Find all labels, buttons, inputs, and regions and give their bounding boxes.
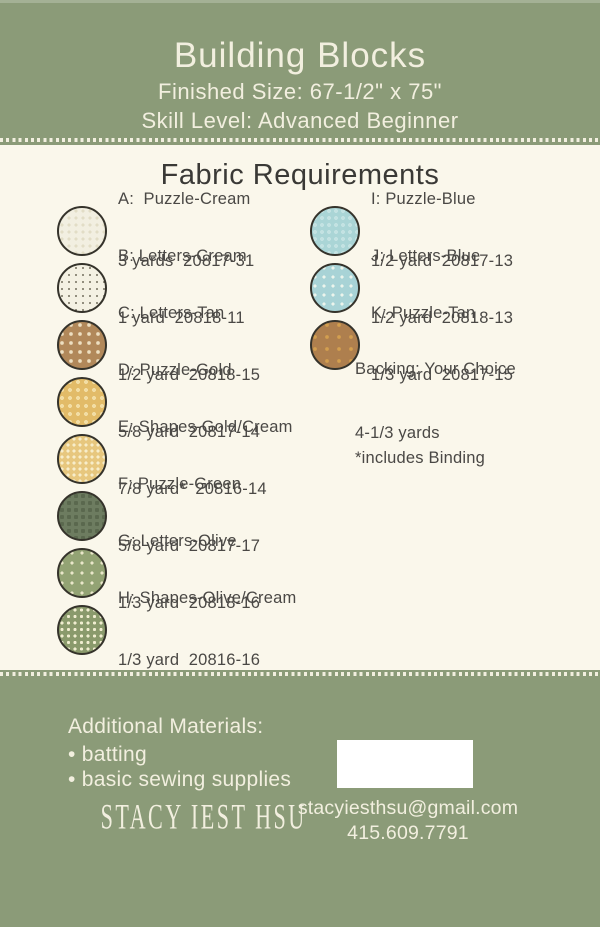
fabric-column-right: I: Puzzle-Blue 1/2 yard 20817-13 J: Lett… [310, 190, 586, 658]
fabric-name: G: Letters-Olive [118, 532, 237, 551]
binding-note-text: *includes Binding [355, 448, 485, 467]
fabric-name: A: Puzzle-Cream [118, 190, 251, 209]
fabric-name: D: Puzzle-Gold [118, 361, 232, 380]
fabric-item-text: B: Letters-Cream 1 yard 20818-11 [118, 205, 247, 370]
skill-level-text: Skill Level: Advanced Beginner [141, 108, 459, 133]
fabric-name: J: Letters-Blue [371, 247, 481, 266]
finished-size-text: Finished Size: 67-1/2" x 75" [158, 79, 442, 104]
fabric-item-text: I: Puzzle-Blue 1/2 yard 20817-13 [371, 148, 513, 313]
fabric-name: I: Puzzle-Blue [371, 190, 476, 209]
page-title: Building Blocks [173, 36, 427, 75]
binding-note: *includes Binding [310, 430, 586, 487]
fabric-item-k: K: Puzzle-Tan 1/3 yard 20817-15 [310, 304, 586, 384]
fabric-item-text: J: Letters-Blue 1/2 yard 20818-13 [371, 205, 513, 370]
fabric-swatch-h [57, 604, 107, 655]
blank-label-box [337, 740, 473, 788]
fabric-item-text: G: Letters-Olive 1/3 yard 20818-16 [118, 490, 260, 655]
fabric-item-j: J: Letters-Blue 1/2 yard 20818-13 [310, 247, 586, 327]
fabric-item-text: K: Puzzle-Tan 1/3 yard 20817-15 [371, 262, 513, 427]
fabric-yardage: 5/8 yard 20817-14 [118, 423, 261, 442]
dotted-divider-bottom [0, 672, 600, 676]
additional-materials: Additional Materials: batting basic sewi… [68, 714, 291, 793]
backing-text: Backing: Your Choice 4-1/3 yards [355, 316, 516, 488]
additional-materials-list: batting basic sewing supplies [68, 742, 291, 793]
fabric-name: F: Puzzle-Green [118, 475, 242, 494]
header-band: Building Blocks Finished Size: 67-1/2" x… [0, 0, 600, 145]
fabric-swatch-b [57, 262, 107, 313]
fabric-swatch-a [57, 205, 107, 256]
contact-phone: 415.609.7791 [347, 822, 469, 845]
fabric-item-text: E: Shapes-Gold/Cream 7/8 yard* 20816-14 [118, 376, 293, 541]
fabric-item-d: D: Puzzle-Gold 5/8 yard 20817-14 [57, 361, 310, 441]
dotted-divider-top [0, 138, 600, 142]
fabric-item-text: F: Puzzle-Green 5/8 yard 20817-17 [118, 433, 260, 598]
fabric-yardage: 7/8 yard* 20816-14 [118, 480, 267, 499]
backing-line1: Backing: Your Choice [355, 359, 516, 378]
list-item: batting [68, 742, 291, 768]
fabric-yardage: 3 yards 20817-31 [118, 252, 255, 271]
fabric-yardage: 1/2 yard 20817-13 [371, 252, 514, 271]
fabric-yardage: 1/3 yard 20817-15 [371, 366, 514, 385]
fabric-name: K: Puzzle-Tan [371, 304, 476, 323]
backing-line2: 4-1/3 yards [355, 423, 440, 442]
additional-materials-title: Additional Materials: [68, 715, 264, 738]
list-item: basic sewing supplies [68, 767, 291, 793]
fabric-yardage: 1/2 yard 20818-13 [371, 309, 514, 328]
fabric-item-text: D: Puzzle-Gold 5/8 yard 20817-14 [118, 319, 260, 484]
fabric-name: E: Shapes-Gold/Cream [118, 418, 293, 437]
contact-email: stacyiesthsu@gmail.com [297, 797, 519, 819]
fabric-item-i: I: Puzzle-Blue 1/2 yard 20817-13 [310, 190, 586, 270]
fabric-swatch-j [310, 262, 360, 313]
fabric-item-e: E: Shapes-Gold/Cream 7/8 yard* 20816-14 [57, 418, 310, 498]
fabric-swatch-k [310, 319, 360, 370]
fabric-item-a: A: Puzzle-Cream 3 yards 20817-31 [57, 190, 310, 270]
fabric-requirements-heading: Fabric Requirements [160, 159, 440, 191]
fabric-columns: A: Puzzle-Cream 3 yards 20817-31 B: Lett… [57, 190, 586, 669]
fabric-item-h: H: Shapes-Olive/Cream 1/3 yard 20816-16 [57, 589, 310, 669]
fabric-item-text: H: Shapes-Olive/Cream 1/3 yard 20816-16 [118, 547, 296, 712]
fabric-name: B: Letters-Cream [118, 247, 247, 266]
footer-band: Additional Materials: batting basic sewi… [0, 670, 600, 927]
fabric-swatch-i [310, 205, 360, 256]
fabric-swatch-c [57, 319, 107, 370]
designer-logo-text: STACY IEST HSU [100, 796, 307, 837]
fabric-name: C: Letters-Tan [118, 304, 225, 323]
fabric-yardage: 5/8 yard 20817-17 [118, 537, 261, 556]
contact-info: stacyiesthsu@gmail.com 415.609.7791 [288, 796, 528, 847]
fabric-swatch-d [57, 376, 107, 427]
fabric-yardage: 1 yard 20818-11 [118, 309, 245, 328]
fabric-name: H: Shapes-Olive/Cream [118, 589, 297, 608]
designer-logo: STACY IEST HSU [78, 796, 305, 837]
fabric-item-g: G: Letters-Olive 1/3 yard 20818-16 [57, 532, 310, 612]
fabric-item-text: A: Puzzle-Cream 3 yards 20817-31 [118, 148, 254, 313]
backing-note: Backing: Your Choice 4-1/3 yards [310, 360, 586, 442]
fabric-column-left: A: Puzzle-Cream 3 yards 20817-31 B: Lett… [57, 190, 310, 669]
fabric-item-c: C: Letters-Tan 1/2 yard 20818-15 [57, 304, 310, 384]
fabric-yardage: 1/3 yard 20816-16 [118, 651, 261, 670]
fabric-item-text: C: Letters-Tan 1/2 yard 20818-15 [118, 262, 260, 427]
fabric-item-b: B: Letters-Cream 1 yard 20818-11 [57, 247, 310, 327]
fabric-item-f: F: Puzzle-Green 5/8 yard 20817-17 [57, 475, 310, 555]
fabric-yardage: 1/2 yard 20818-15 [118, 366, 261, 385]
fabric-requirements-section: Fabric Requirements A: Puzzle-Cream 3 ya… [0, 145, 600, 670]
fabric-swatch-g [57, 547, 107, 598]
fabric-swatch-f [57, 490, 107, 541]
fabric-yardage: 1/3 yard 20818-16 [118, 594, 261, 613]
fabric-swatch-e [57, 433, 107, 484]
